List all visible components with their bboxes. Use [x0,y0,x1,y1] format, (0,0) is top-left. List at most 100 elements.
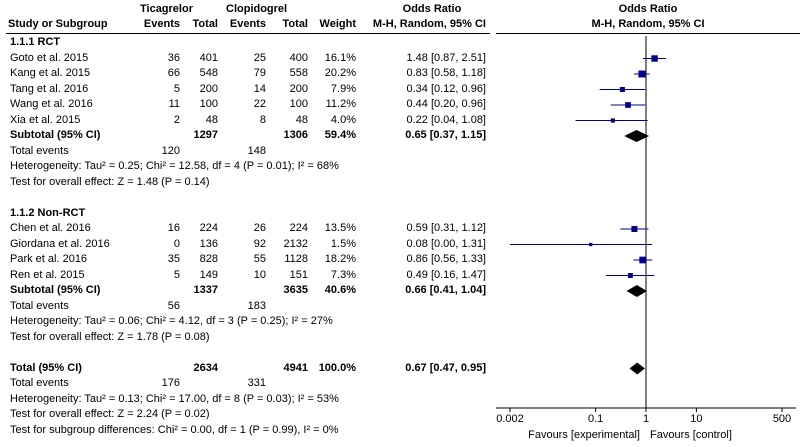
study-marker [651,55,658,62]
study-label: Kang et al. 2015 [10,67,91,79]
cell-e1: 0 [173,237,180,250]
study-marker [627,273,633,278]
cell-ci: 0.67 [0.47, 0.95] [405,361,486,374]
cell-weight: 16.1% [324,51,356,64]
text-label: Test for subgroup differences: Chi² = 0.… [10,423,339,436]
pooled-diamond [624,130,650,142]
col-total2: Total [282,18,308,30]
cell-n2: 4941 [283,361,308,374]
study-label: Ren et al. 2015 [10,268,85,281]
events-label: Total events [10,144,69,157]
plot-title: Odds Ratio [618,3,678,15]
cell-n2: 151 [289,268,308,281]
cell-n2: 100 [289,98,308,110]
cell-n1: 2634 [193,361,218,374]
cell-e2: 25 [253,51,266,64]
cell-weight: 4.0% [330,113,356,126]
cell-e1: 36 [167,51,180,64]
col-total1: Total [192,18,218,30]
cell-e2: 14 [253,82,266,95]
cell-ci: 0.08 [0.00, 1.31] [406,237,486,250]
cell-weight: 11.2% [325,98,356,110]
cell-e2: 8 [259,113,266,126]
favours-right-label: Favours [control] [650,429,732,441]
events-label: Total events [10,299,69,312]
cell-n1: 548 [199,67,218,79]
cell-n1: 48 [205,113,218,126]
cell-e2: 55 [253,253,266,265]
cell-n1: 200 [199,82,218,95]
cell-weight: 7.9% [330,82,356,95]
cell-n1: 1337 [193,284,218,296]
cell-e1: 66 [167,67,180,79]
cell-ci: 0.22 [0.04, 1.08] [406,113,486,126]
text-label: Heterogeneity: Tau² = 0.25; Chi² = 12.58… [10,160,339,172]
text-label: Heterogeneity: Tau² = 0.06; Chi² = 4.12,… [10,315,333,327]
cell-n1: 149 [199,268,218,281]
col-method: M-H, Random, 95% CI [372,18,486,30]
study-label: Park et al. 2016 [10,253,88,265]
cell-n2: 3635 [283,284,308,296]
cell-weight: 20.2% [324,67,356,79]
cell-n1: 1297 [193,129,218,141]
pooled-diamond [629,362,645,375]
cell-weight: 100.0% [318,361,356,374]
cell-n1: 224 [199,222,218,234]
cell-e2: 92 [253,237,266,250]
col-events2: Events [229,18,266,30]
col-study: Study or Subgroup [8,18,108,30]
study-marker [638,70,646,78]
cell-ci: 1.48 [0.87, 2.51] [406,51,486,64]
cell-e2: 183 [247,299,266,312]
study-label: Giordana et al. 2016 [10,237,110,250]
cell-e2: 10 [253,268,266,281]
plot-method: M-H, Random, 95% CI [591,18,705,30]
cell-n2: 48 [295,113,308,126]
study-label: Wang et al. 2016 [10,98,93,110]
group2-header: Clopidogrel [226,3,288,15]
cell-n1: 136 [199,237,218,250]
cell-e1: 11 [168,98,180,110]
cell-e1: 176 [161,377,180,389]
cell-n2: 2132 [283,237,308,250]
cell-n2: 558 [289,67,308,79]
col-weight: Weight [319,18,356,30]
study-label: Chen et al. 2016 [10,222,91,234]
cell-n2: 200 [289,82,308,95]
study-label: Xia et al. 2015 [10,113,81,126]
cell-ci: 0.49 [0.16, 1.47] [406,268,486,281]
study-label: Goto et al. 2015 [10,51,89,64]
cell-ci: 0.59 [0.31, 1.12] [406,222,486,234]
cell-n2: 400 [289,51,308,64]
cell-e2: 148 [247,144,266,157]
study-marker [639,256,647,264]
x-tick-label: 1 [643,413,649,425]
study-marker [610,118,615,123]
cell-ci: 0.34 [0.12, 0.96] [406,82,486,95]
cell-e1: 5 [173,82,180,95]
cell-weight: 13.5% [324,222,356,234]
cell-e2: 331 [247,377,266,389]
cell-e1: 120 [161,144,180,157]
favours-left-label: Favours [experimental] [528,429,640,441]
cell-e1: 35 [167,253,180,265]
cell-ci: 0.44 [0.20, 0.96] [406,98,486,110]
cell-n2: 224 [289,222,308,234]
text-label: Test for overall effect: Z = 2.24 (P = 0… [10,408,210,420]
cell-n1: 828 [199,253,218,265]
cell-weight: 1.5% [330,237,356,250]
total-label: Total (95% CI) [10,361,82,374]
cell-n1: 401 [199,51,218,64]
pooled-diamond [626,285,647,297]
cell-n1: 100 [199,98,218,110]
x-tick-label: 0.002 [496,413,524,425]
x-tick-label: 10 [690,413,702,425]
group1-header: Ticagrelor [140,3,193,15]
text-label: Test for overall effect: Z = 1.48 (P = 0… [10,175,210,188]
cell-e2: 79 [253,67,266,79]
study-marker [631,225,638,233]
cell-e1: 2 [173,113,180,126]
cell-ci: 0.65 [0.37, 1.15] [405,129,486,141]
study-marker [589,242,593,247]
